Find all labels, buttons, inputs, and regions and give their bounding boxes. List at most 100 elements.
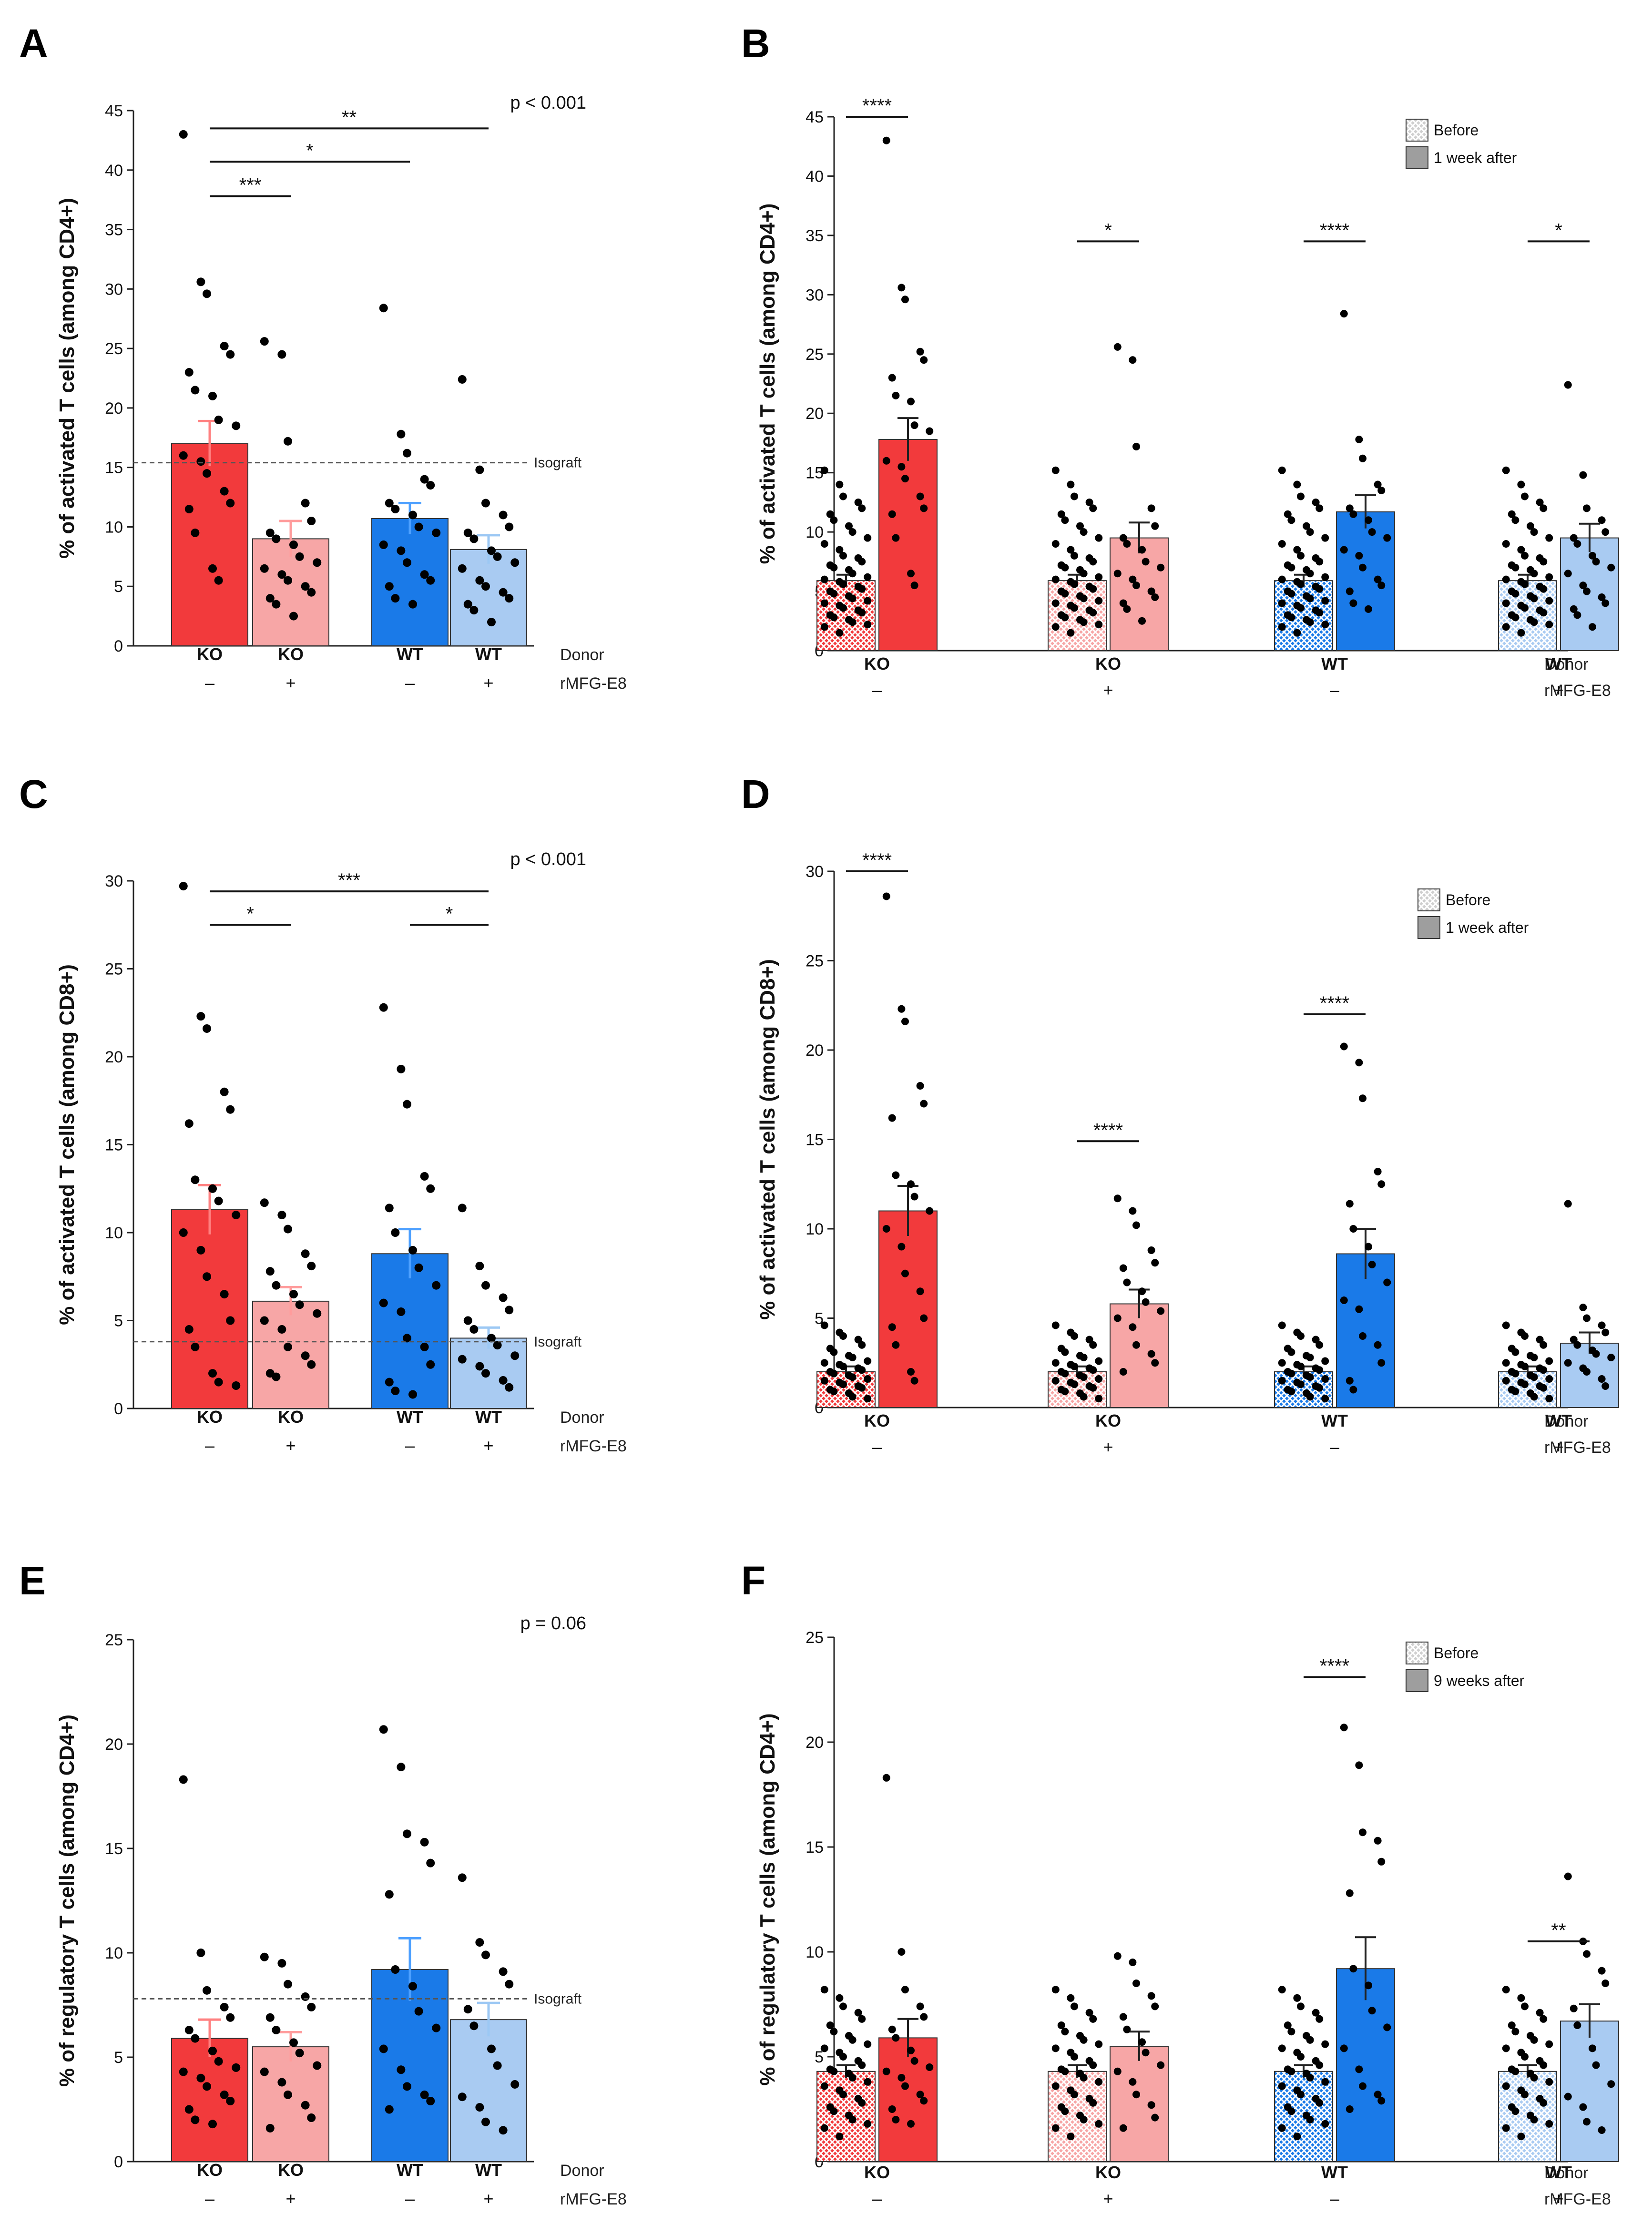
data-point	[277, 1211, 286, 1220]
data-point	[307, 516, 316, 525]
bar	[371, 518, 449, 647]
data-point-after	[1592, 1350, 1600, 1358]
data-point	[313, 2061, 322, 2070]
data-point	[505, 1306, 514, 1315]
data-point-after	[1340, 1042, 1348, 1051]
data-point-before	[1517, 2133, 1525, 2141]
data-point-before	[1502, 623, 1510, 631]
data-point	[284, 1342, 292, 1351]
data-point-before	[1540, 2061, 1548, 2069]
data-point-after	[1601, 1382, 1610, 1390]
data-point-before	[858, 609, 866, 617]
data-point-before	[1293, 2133, 1301, 2141]
data-point-after	[1151, 1259, 1159, 1267]
data-point-before	[1508, 2021, 1516, 2029]
data-point	[426, 1184, 435, 1193]
data-point-after	[1374, 575, 1382, 583]
data-point-after	[926, 2063, 934, 2071]
y-tick-label: 5	[114, 2049, 123, 2067]
data-point-after	[1355, 551, 1363, 560]
data-point-after	[1598, 1375, 1606, 1383]
data-point-after	[888, 1323, 896, 1331]
data-point-before	[1287, 1369, 1295, 1378]
data-point-before	[1502, 2044, 1510, 2052]
data-point-after	[1589, 551, 1596, 560]
donor-label: KO	[1095, 654, 1121, 674]
data-point-before	[1278, 575, 1286, 583]
data-point-after	[1368, 2007, 1376, 2015]
data-point	[505, 522, 514, 531]
data-point-before	[858, 1366, 866, 1374]
y-tick-label: 0	[114, 637, 123, 655]
data-point-after	[1147, 1246, 1155, 1254]
data-point	[420, 1342, 429, 1351]
rmfg-row-label: rMFG-E8	[1544, 2190, 1611, 2208]
data-point-after	[1607, 2080, 1615, 2088]
data-point-after	[1142, 1298, 1150, 1306]
data-point	[426, 481, 435, 490]
data-point	[403, 1334, 411, 1343]
y-tick-label: 10	[806, 1220, 824, 1238]
data-point	[510, 2080, 520, 2089]
y-tick-label: 25	[105, 340, 123, 358]
data-point	[295, 552, 304, 561]
data-point	[301, 1992, 310, 2001]
data-point-after	[1570, 2004, 1578, 2012]
data-point-after	[1383, 1278, 1391, 1286]
data-point-before	[1306, 2036, 1314, 2044]
isograft-label: Isograft	[534, 455, 582, 471]
data-point-before	[1536, 498, 1544, 506]
data-point-before	[1051, 599, 1060, 607]
data-point-after	[1355, 2065, 1363, 2073]
data-point-before	[820, 1986, 828, 1994]
data-point	[469, 534, 479, 543]
data-point-after	[1132, 1980, 1140, 1987]
data-point-before	[1287, 613, 1295, 622]
data-point-after	[907, 1368, 915, 1376]
data-point	[487, 618, 496, 627]
data-point	[397, 2065, 406, 2074]
data-point-before	[1293, 546, 1301, 554]
data-point-before	[1085, 2009, 1093, 2017]
data-point	[487, 546, 496, 555]
data-point-before	[1530, 1393, 1538, 1401]
data-point	[481, 1369, 490, 1378]
data-point-before	[864, 534, 872, 542]
data-point-before	[1284, 2021, 1292, 2029]
donor-label: WT	[1321, 1411, 1348, 1430]
data-point-before	[1521, 604, 1529, 612]
data-point-before	[1080, 570, 1088, 578]
data-point-after	[1359, 1332, 1366, 1340]
donor-label: KO	[278, 1407, 304, 1427]
data-point-before	[1095, 1357, 1103, 1365]
data-point-before	[848, 1373, 857, 1381]
data-point-after	[1583, 2118, 1591, 2126]
donor-label: KO	[278, 644, 304, 664]
data-point-after	[1607, 1354, 1615, 1361]
data-point	[385, 2105, 394, 2114]
data-point	[284, 437, 292, 446]
data-point-before	[1540, 1366, 1548, 1374]
bar-after	[878, 439, 938, 651]
bar-before	[816, 580, 876, 651]
data-point-after	[1113, 343, 1122, 351]
data-point-after	[1157, 2061, 1165, 2069]
significance-label: ****	[1093, 1120, 1123, 1141]
bar	[371, 1969, 449, 2163]
data-point-before	[1057, 2021, 1065, 2029]
p-value: p < 0.001	[510, 849, 586, 869]
data-point-before	[1095, 621, 1103, 629]
data-point	[414, 522, 423, 531]
data-point-before	[1511, 1369, 1519, 1378]
y-tick-label: 20	[105, 399, 123, 418]
data-point-after	[1383, 2023, 1391, 2031]
y-tick-label: 30	[105, 872, 123, 890]
data-point	[463, 600, 472, 609]
data-point	[208, 391, 217, 400]
data-point-after	[1377, 1180, 1386, 1188]
y-axis-label: % of activated T cells (among CD8+)	[756, 959, 779, 1320]
data-point-before	[1321, 597, 1329, 605]
data-point-after	[1583, 1950, 1591, 1958]
data-point-after	[882, 2067, 890, 2075]
data-point-before	[1287, 590, 1295, 598]
